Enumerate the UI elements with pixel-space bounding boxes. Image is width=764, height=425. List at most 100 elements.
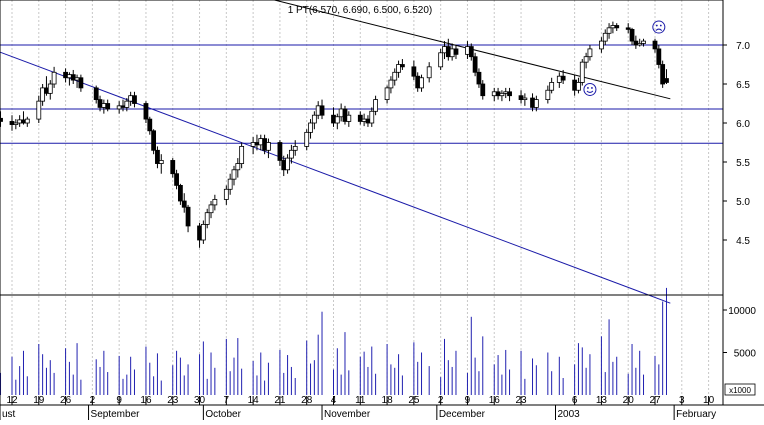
candle-body (507, 91, 512, 97)
volume-tick-label: 10000 (728, 306, 756, 317)
price-tick-label: 4.5 (736, 236, 750, 247)
candle-body (533, 99, 539, 108)
candle-body (93, 87, 99, 101)
face-eye (655, 24, 658, 27)
candle-body (518, 95, 524, 100)
volume-unit-frame (724, 383, 756, 396)
candle-body (503, 91, 509, 94)
candle-body (132, 95, 137, 104)
x-day-label: 26 (60, 395, 72, 406)
candle-body (124, 100, 130, 108)
candle-body (105, 103, 111, 110)
candle-body (101, 103, 107, 108)
x-tick-labels: 12 19 26 2 9 16 23 30 7 14 21 28 4 11 18 25 2 9 16 23 6 13 20 2… (0, 395, 716, 420)
candle-body (174, 173, 179, 186)
x-day-label: 20 (623, 395, 635, 406)
candle-body (468, 46, 474, 58)
candle-body (181, 200, 187, 208)
candle-body (606, 27, 612, 34)
price-tick-label: 7.0 (736, 41, 750, 52)
candle-body (288, 149, 294, 159)
candle-body (399, 64, 405, 68)
candle-body (499, 92, 505, 97)
candle-body (281, 160, 287, 171)
candle-body (480, 83, 486, 97)
candle-body (342, 108, 348, 122)
candle-body (633, 40, 639, 46)
candle-body (602, 32, 608, 42)
x-day-label: 6 (572, 395, 578, 406)
candle-body (235, 163, 241, 171)
candle-body (346, 114, 352, 122)
x-day-label: 27 (649, 395, 661, 406)
candle-body (373, 99, 379, 112)
candle-body (641, 40, 646, 44)
candle-body (465, 46, 470, 55)
x-month-label: December (439, 409, 486, 420)
x-day-label: 23 (515, 395, 527, 406)
price-tick-label: 5.0 (736, 197, 750, 208)
candle-body (36, 100, 42, 120)
candle-body (415, 75, 421, 89)
candle-body (197, 225, 202, 241)
candle-body (384, 87, 390, 101)
candle-body (331, 114, 336, 124)
candle-body (44, 87, 49, 94)
volume-unit-label: x1000 (729, 386, 751, 395)
x-month-label: February (676, 409, 716, 420)
x-day-label: 12 (6, 395, 18, 406)
candle-body (625, 27, 631, 30)
candle-body (250, 142, 256, 147)
candle-body (419, 77, 424, 89)
candle-body (239, 145, 245, 164)
candle-body (51, 71, 57, 85)
candle-body (579, 61, 585, 83)
candle-body (476, 71, 482, 85)
candle-body (231, 169, 237, 180)
x-day-label: 3 (679, 395, 685, 406)
candle-body (204, 212, 210, 225)
candle-body (334, 116, 340, 124)
candle-body (74, 77, 80, 81)
grid (11, 0, 710, 405)
candle-body (449, 48, 455, 58)
x-day-label: 2 (90, 395, 96, 406)
candle-body (262, 138, 268, 151)
face-mouth (655, 28, 663, 31)
candle-body (495, 91, 501, 97)
candle-body (656, 48, 662, 65)
candle-body (67, 74, 72, 79)
candle-body (396, 64, 401, 73)
face-eye (591, 87, 593, 89)
candle-body (9, 121, 15, 125)
candle-body (120, 105, 126, 108)
candle-body (357, 114, 363, 122)
candle-body (178, 184, 183, 202)
candle-body (70, 74, 76, 81)
x-day-label: 30 (194, 395, 206, 406)
price-tick-label: 5.5 (736, 158, 750, 169)
x-day-label: 10 (703, 395, 715, 406)
price-tick-label: 6.0 (736, 119, 750, 130)
candle-body (143, 103, 149, 120)
price-tick-labels: 7.0 6.5 6.0 5.5 5.0 4.5 (723, 41, 750, 247)
axes (0, 0, 764, 406)
candle-body (258, 138, 264, 146)
candle-body (212, 199, 218, 206)
face-outline (583, 82, 597, 96)
candle-body (208, 204, 214, 214)
candle-body (0, 117, 3, 122)
smiley-icon (583, 82, 597, 96)
candle-body (472, 56, 478, 73)
x-month-label: ust (2, 409, 16, 420)
x-day-label: 4 (331, 395, 337, 406)
candle-body (223, 188, 229, 200)
annotations (583, 20, 666, 96)
candle-body (319, 105, 325, 116)
candle-body (185, 206, 191, 227)
candle-body (453, 48, 459, 55)
candle-body (17, 119, 23, 124)
candle-body (572, 79, 578, 91)
